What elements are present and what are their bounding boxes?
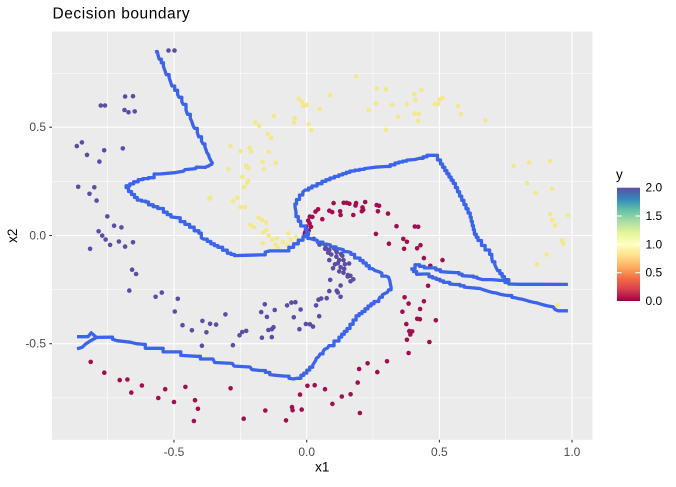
- svg-text:1.5: 1.5: [646, 209, 663, 223]
- svg-text:0.0: 0.0: [298, 445, 315, 459]
- svg-text:-0.5: -0.5: [164, 445, 185, 459]
- svg-text:0.5: 0.5: [29, 120, 46, 134]
- svg-text:-0.5: -0.5: [25, 337, 46, 351]
- svg-text:x2: x2: [5, 229, 20, 243]
- svg-text:0.5: 0.5: [646, 266, 663, 280]
- svg-text:1.0: 1.0: [564, 445, 581, 459]
- svg-text:0.5: 0.5: [431, 445, 448, 459]
- svg-text:x1: x1: [315, 460, 329, 475]
- svg-text:2.0: 2.0: [646, 181, 663, 195]
- svg-text:1.0: 1.0: [646, 237, 663, 251]
- svg-text:Decision boundary: Decision boundary: [53, 6, 191, 23]
- svg-text:y: y: [616, 167, 623, 182]
- svg-text:0.0: 0.0: [646, 294, 663, 308]
- svg-text:0.0: 0.0: [29, 229, 46, 243]
